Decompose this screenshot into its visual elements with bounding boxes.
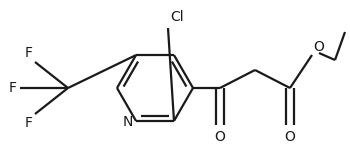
Text: F: F — [25, 116, 33, 130]
Text: O: O — [313, 40, 324, 54]
Text: O: O — [215, 130, 225, 144]
Text: Cl: Cl — [170, 10, 184, 24]
Text: F: F — [25, 46, 33, 60]
Text: N: N — [122, 115, 133, 129]
Text: O: O — [285, 130, 295, 144]
Text: F: F — [9, 81, 17, 95]
